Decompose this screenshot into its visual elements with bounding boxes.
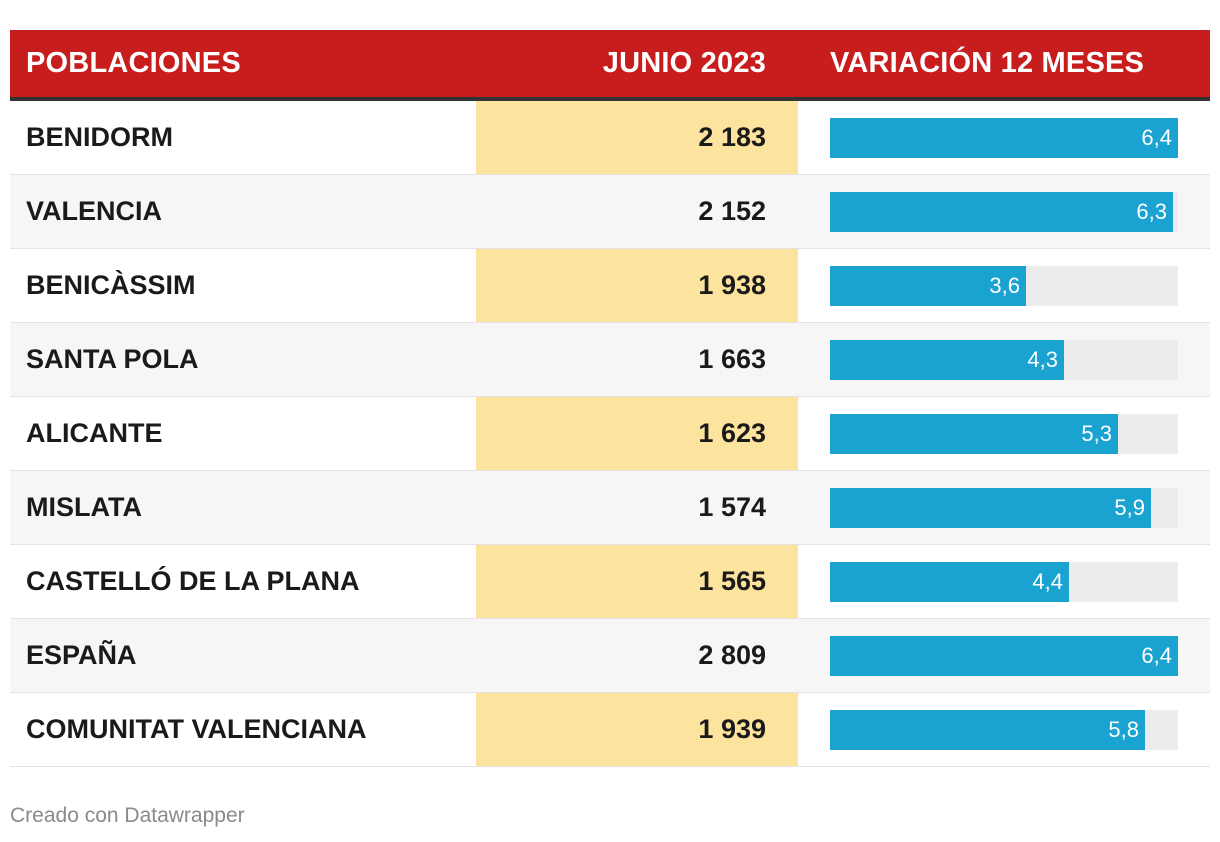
variation-bar-track: 5,9: [830, 488, 1178, 528]
row-value: 2 809: [698, 640, 766, 670]
variation-label: 6,3: [1136, 199, 1167, 224]
variation-label: 4,4: [1032, 569, 1063, 594]
variation-label: 5,9: [1114, 495, 1145, 520]
variation-label: 3,6: [989, 273, 1020, 298]
row-value: 1 938: [698, 270, 766, 300]
table-row: ALICANTE 1 623 5,3: [10, 397, 1210, 471]
row-value: 1 565: [698, 566, 766, 596]
variation-bar-track: 3,6: [830, 266, 1178, 306]
footer-credit: Creado con Datawrapper: [10, 804, 245, 827]
row-value: 1 574: [698, 492, 766, 522]
header-variacion: VARIACIÓN 12 MESES: [830, 47, 1145, 79]
table-row: ESPAÑA 2 809 6,4: [10, 619, 1210, 693]
table-row: BENIDORM 2 183 6,4: [10, 101, 1210, 175]
variation-bar-track: 4,4: [830, 562, 1178, 602]
row-value: 1 623: [698, 418, 766, 448]
variation-bar: 5,8: [830, 710, 1145, 750]
variation-bar-track: 5,3: [830, 414, 1178, 454]
variation-label: 6,4: [1141, 643, 1172, 668]
variation-bar-track: 6,4: [830, 636, 1178, 676]
row-name: BENIDORM: [26, 122, 173, 152]
table-row: COMUNITAT VALENCIANA 1 939 5,8: [10, 693, 1210, 767]
row-name: SANTA POLA: [26, 344, 199, 374]
variation-label: 5,3: [1081, 421, 1112, 446]
variation-bar: 5,9: [830, 488, 1151, 528]
row-value: 2 152: [698, 196, 766, 226]
variation-bar: 6,3: [830, 192, 1173, 232]
table-row: BENICÀSSIM 1 938 3,6: [10, 249, 1210, 323]
row-name: ALICANTE: [26, 418, 163, 448]
row-name: CASTELLÓ DE LA PLANA: [26, 566, 360, 596]
variation-bar: 6,4: [830, 118, 1178, 158]
variation-bar: 5,3: [830, 414, 1118, 454]
variation-label: 4,3: [1027, 347, 1058, 372]
row-value: 1 663: [698, 344, 766, 374]
variation-bar: 3,6: [830, 266, 1026, 306]
table-row: CASTELLÓ DE LA PLANA 1 565 4,4: [10, 545, 1210, 619]
table-header: POBLACIONES JUNIO 2023 VARIACIÓN 12 MESE…: [10, 30, 1210, 101]
variation-label: 6,4: [1141, 125, 1172, 150]
row-value: 2 183: [698, 122, 766, 152]
variation-bar: 4,3: [830, 340, 1064, 380]
header-junio-2023: JUNIO 2023: [602, 47, 766, 79]
variation-bar-track: 5,8: [830, 710, 1178, 750]
row-value: 1 939: [698, 714, 766, 744]
row-name: MISLATA: [26, 492, 142, 522]
row-name: ESPAÑA: [26, 640, 137, 670]
variation-bar: 4,4: [830, 562, 1069, 602]
variation-bar-track: 6,4: [830, 118, 1178, 158]
variation-bar: 6,4: [830, 636, 1178, 676]
variation-bar-track: 6,3: [830, 192, 1178, 232]
table-row: MISLATA 1 574 5,9: [10, 471, 1210, 545]
header-poblaciones: POBLACIONES: [26, 47, 241, 79]
variation-label: 5,8: [1108, 717, 1139, 742]
table-row: VALENCIA 2 152 6,3: [10, 175, 1210, 249]
row-name: BENICÀSSIM: [26, 270, 196, 300]
row-name: VALENCIA: [26, 196, 163, 226]
variation-bar-track: 4,3: [830, 340, 1178, 380]
row-name: COMUNITAT VALENCIANA: [26, 714, 367, 744]
data-table: POBLACIONES JUNIO 2023 VARIACIÓN 12 MESE…: [10, 30, 1210, 767]
table-row: SANTA POLA 1 663 4,3: [10, 323, 1210, 397]
